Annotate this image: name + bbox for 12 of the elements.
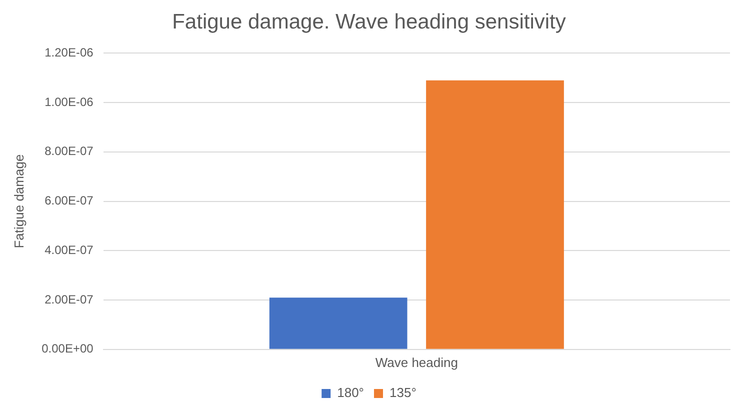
legend-label: 135° — [390, 385, 416, 400]
y-tick-label: 4.00E-07 — [44, 242, 94, 257]
y-axis-title: Fatigue damage — [11, 154, 26, 248]
y-tick-label: 0.00E+00 — [42, 342, 94, 356]
y-tick-label: 1.20E-06 — [44, 46, 94, 60]
legend-label: 180° — [337, 385, 364, 400]
y-tick-label: 2.00E-07 — [44, 292, 94, 306]
y-tick-label: 8.00E-07 — [44, 144, 94, 158]
chart-title: Fatigue damage. Wave heading sensitivity — [172, 10, 566, 34]
x-tick-label: Wave heading — [375, 354, 458, 370]
y-tick-label: 6.00E-07 — [44, 194, 94, 208]
y-tick-label: 1.00E-06 — [44, 94, 94, 109]
